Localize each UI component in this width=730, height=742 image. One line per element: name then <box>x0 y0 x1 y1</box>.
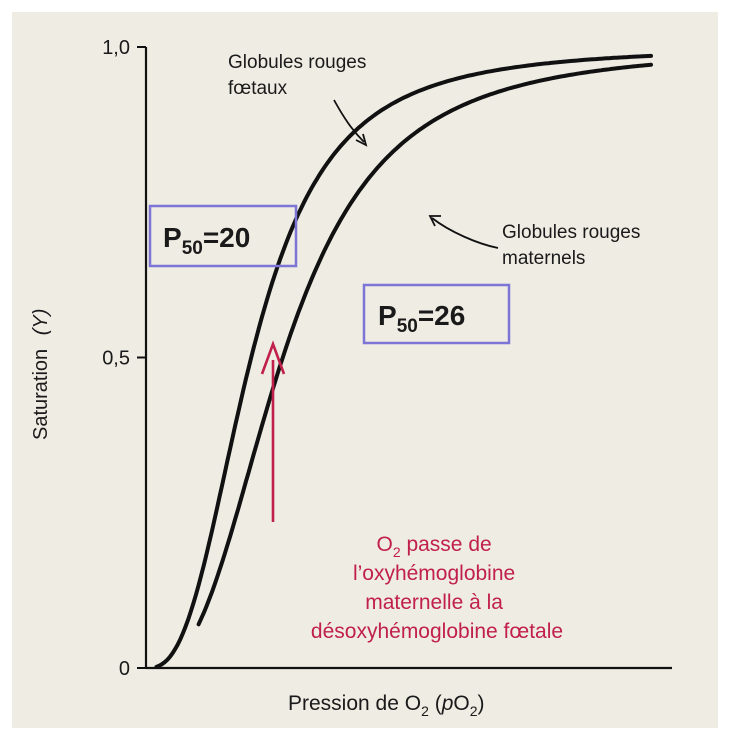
p50-box-fetal <box>148 204 298 268</box>
p50-box-maternal <box>362 283 511 345</box>
figure-background <box>12 12 718 728</box>
oxygen-transfer-arrow-head <box>260 340 286 375</box>
leader-arrow-maternal-head <box>428 215 441 227</box>
p50-label-maternal: P50=26 <box>378 300 465 337</box>
x-axis-label: Pression de O2 (pO2) <box>288 692 485 719</box>
y-ticks: 0 0,5 1,0 <box>102 37 146 680</box>
series-label-fetal: Globules rouges fœtaux <box>228 52 372 99</box>
y-tick-label-2: 1,0 <box>102 37 130 59</box>
y-axis-label-var: (Y) <box>30 309 52 336</box>
series-line-fetal <box>154 53 653 669</box>
leader-arrow-fetal <box>333 99 365 143</box>
leader-arrow-fetal-head <box>355 133 368 147</box>
oxygen-transfer-annotation: O2 passe de l’oxyhémoglobine maternelle … <box>311 533 563 643</box>
y-axis-label: Saturation (Y) <box>30 309 52 440</box>
y-tick-label-0: 0 <box>119 658 130 680</box>
y-axis-label-text: Saturation <box>30 349 52 440</box>
y-tick-label-1: 0,5 <box>102 348 130 370</box>
leader-arrow-maternal <box>431 217 499 249</box>
p50-label-fetal: P50=20 <box>163 222 250 259</box>
series-label-maternal: Globules rouges maternels <box>502 222 646 269</box>
